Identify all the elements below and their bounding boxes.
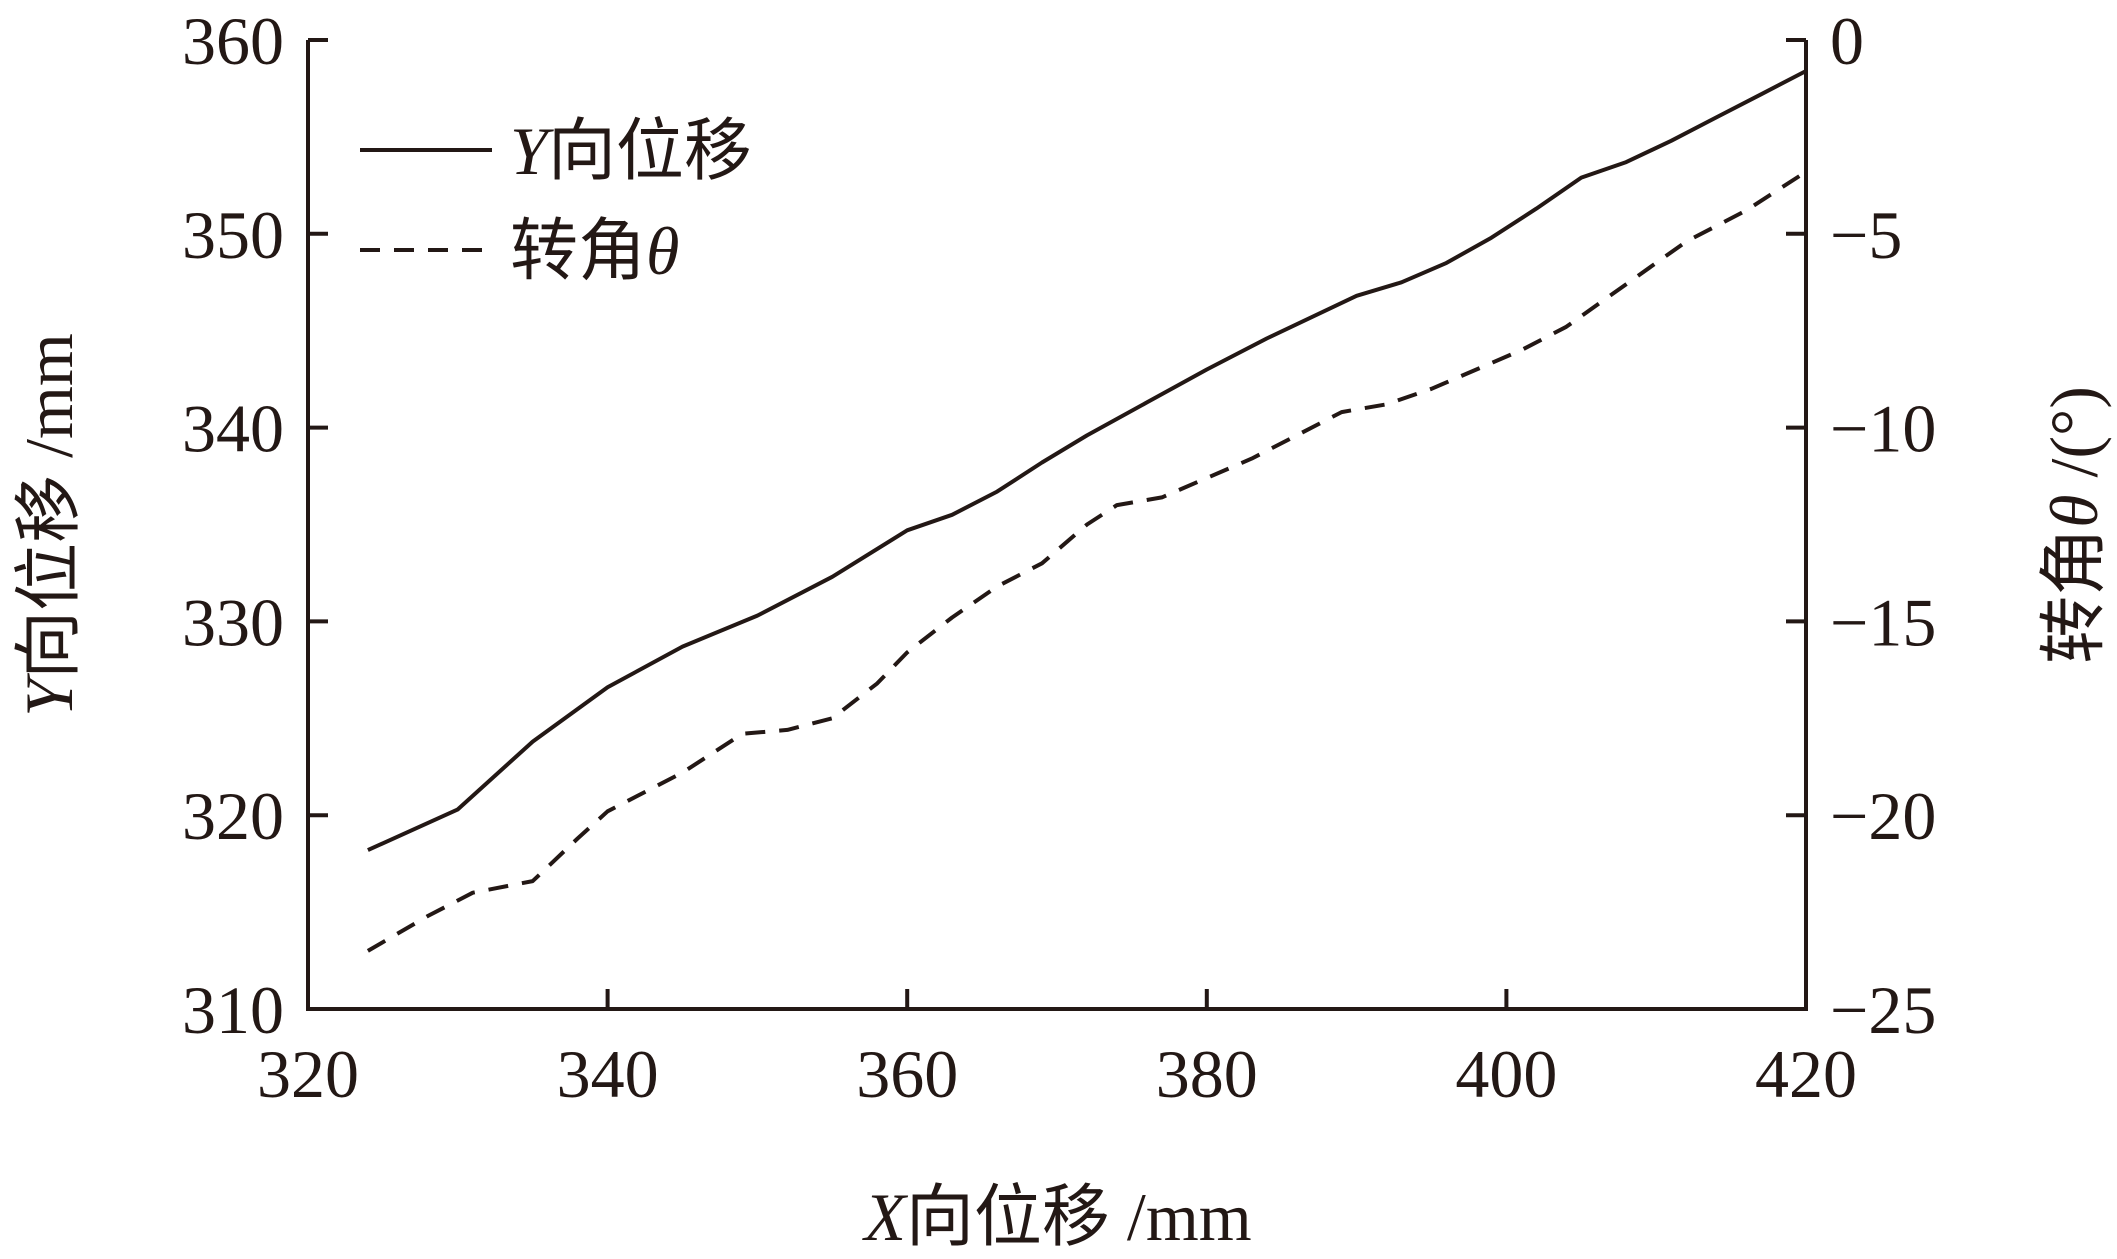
x-axis-ticks: 320 340 360 380 400 420 [257, 989, 1857, 1112]
right-y-axis-title-prefix: 转角 [2036, 528, 2112, 664]
y2-tick-label: 0 [1830, 3, 1864, 79]
series-line-rotation-angle [366, 170, 1808, 953]
x-tick-label: 420 [1755, 1036, 1857, 1112]
right-y-axis-title: 转角θ /(°) [2036, 386, 2112, 664]
legend-label-rotation-angle: 转角θ [510, 213, 679, 289]
x-tick-label: 320 [257, 1036, 359, 1112]
legend-label-rest: 向位移 [548, 113, 752, 189]
y2-tick-label: −10 [1830, 391, 1936, 467]
left-y-axis-title-rest: 向位移 /mm [11, 333, 87, 679]
legend-label-prefix: 转角 [510, 213, 646, 289]
y2-tick-label: −25 [1830, 972, 1936, 1048]
y-tick-label: 340 [182, 391, 284, 467]
series-layer [366, 69, 1808, 953]
y-tick-label: 360 [182, 3, 284, 79]
x-tick-label: 380 [1156, 1036, 1258, 1112]
x-axis-title-var: X [861, 1179, 908, 1255]
y2-tick-label: −15 [1830, 584, 1936, 660]
right-y-axis-title-var: θ [2036, 494, 2112, 527]
series-line-y-displacement [367, 69, 1807, 852]
y-tick-label: 310 [182, 972, 284, 1048]
legend-label-var: θ [646, 213, 679, 289]
y2-tick-label: −5 [1830, 197, 1902, 273]
right-y-axis-ticks: −25 −20 −15 −10 −5 0 [1786, 3, 1936, 1048]
y-tick-label: 320 [182, 778, 284, 854]
x-tick-label: 340 [557, 1036, 659, 1112]
y-tick-label: 350 [182, 197, 284, 273]
left-y-axis-title: Y向位移 /mm [11, 333, 87, 717]
x-axis-title: X向位移 /mm [861, 1179, 1251, 1255]
legend-label-var: Y [510, 113, 554, 189]
y-tick-label: 330 [182, 584, 284, 660]
x-axis-title-rest: 向位移 /mm [906, 1179, 1252, 1255]
left-y-axis-title-var: Y [11, 673, 87, 717]
legend-label-y-displacement: Y向位移 [510, 113, 752, 189]
x-tick-label: 360 [856, 1036, 958, 1112]
right-y-axis-title-suffix: /(°) [2036, 386, 2112, 494]
legend: Y向位移 转角θ [360, 113, 752, 289]
x-tick-label: 400 [1455, 1036, 1557, 1112]
left-y-axis-ticks: 310 320 330 340 350 360 [182, 3, 328, 1048]
y2-tick-label: −20 [1830, 778, 1936, 854]
